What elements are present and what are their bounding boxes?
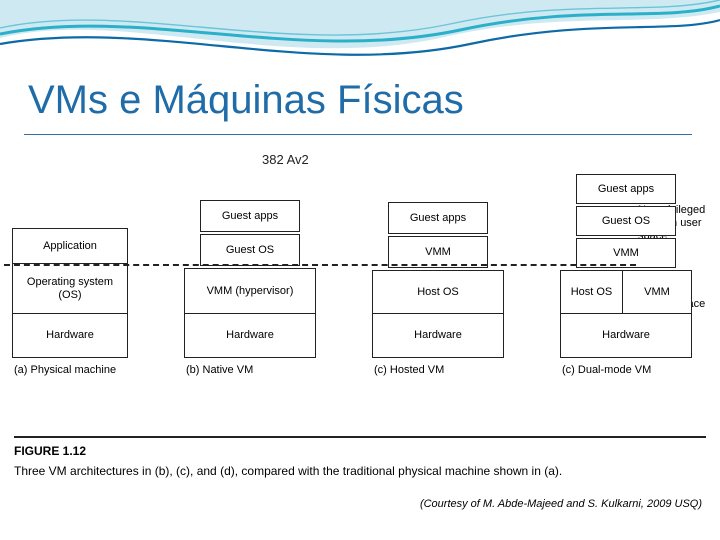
box-d-hardware: Hardware bbox=[560, 314, 692, 358]
privilege-divider bbox=[4, 264, 636, 266]
figure-number: FIGURE 1.12 bbox=[14, 444, 86, 458]
header-wave bbox=[0, 0, 720, 90]
figure-caption: Three VM architectures in (b), (c), and … bbox=[14, 464, 704, 478]
box-b-hardware: Hardware bbox=[184, 314, 316, 358]
box-d-guestos: Guest OS bbox=[576, 206, 676, 236]
box-a-os: Operating system (OS) bbox=[12, 264, 128, 314]
slide-number: 382 Av2 bbox=[262, 152, 309, 167]
box-d-split: Host OS VMM bbox=[560, 270, 692, 314]
box-b-guestapps: Guest apps bbox=[200, 200, 300, 232]
figure-courtesy: (Courtesy of M. Abde-Majeed and S. Kulka… bbox=[420, 498, 702, 510]
page-title: VMs e Máquinas Físicas bbox=[28, 78, 464, 123]
caption-b: (b) Native VM bbox=[184, 364, 316, 376]
box-b-vmm: VMM (hypervisor) bbox=[184, 268, 316, 314]
box-b-guestos: Guest OS bbox=[200, 234, 300, 266]
column-a: Application Operating system (OS) Hardwa… bbox=[12, 168, 128, 376]
column-c: Guest apps VMM Host OS Hardware (c) Host… bbox=[372, 172, 504, 376]
caption-a: (a) Physical machine bbox=[12, 364, 128, 376]
box-c-hardware: Hardware bbox=[372, 314, 504, 358]
figure-rule bbox=[14, 436, 706, 438]
caption-c: (c) Hosted VM bbox=[372, 364, 504, 376]
box-a-application: Application bbox=[12, 228, 128, 264]
column-b: Guest apps Guest OS VMM (hypervisor) Har… bbox=[184, 170, 316, 376]
box-c-guestapps: Guest apps bbox=[388, 202, 488, 234]
caption-d: (c) Dual-mode VM bbox=[560, 364, 692, 376]
box-d-hostos: Host OS bbox=[560, 270, 622, 314]
box-d-vmm-lower: VMM bbox=[622, 270, 692, 314]
column-d: Guest apps Guest OS VMM Host OS VMM Hard… bbox=[560, 174, 692, 376]
box-c-hostos: Host OS bbox=[372, 270, 504, 314]
diagram-columns: Application Operating system (OS) Hardwa… bbox=[12, 168, 692, 376]
title-underline bbox=[24, 134, 692, 135]
box-a-hardware: Hardware bbox=[12, 314, 128, 358]
vm-architecture-diagram: Nonprivileged mode in user space Privile… bbox=[10, 168, 710, 376]
box-d-guestapps: Guest apps bbox=[576, 174, 676, 204]
